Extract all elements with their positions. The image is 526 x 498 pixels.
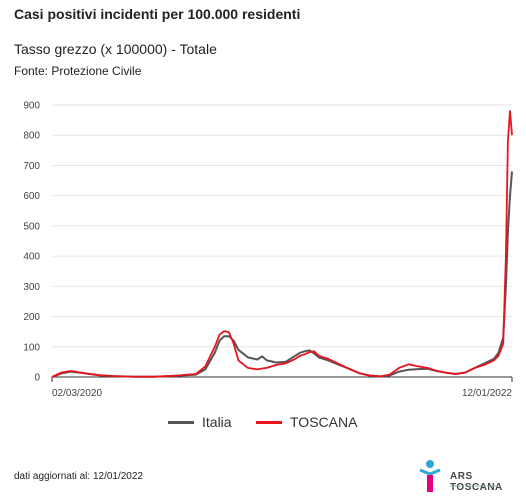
legend-item-toscana[interactable]: TOSCANA [256,414,357,430]
y-tick-label-300: 300 [23,282,40,293]
y-tick-label-200: 200 [23,312,40,323]
legend-label-toscana: TOSCANA [290,414,358,430]
series-line-italia [51,171,513,378]
y-tick-label-700: 700 [23,161,40,172]
chart-source: Fonte: Protezione Civile [14,64,142,78]
chart-subtitle: Tasso grezzo (x 100000) - Totale [14,41,217,57]
x-tick-label-0: 02/03/2020 [52,388,102,399]
legend: Italia TOSCANA [0,414,526,434]
grid [52,104,512,378]
chart-title: Casi positivi incidenti per 100.000 resi… [14,6,301,22]
series-lines [51,110,513,378]
data-updated-note: dati aggiornati al: 12/01/2022 [14,471,143,482]
legend-label-italia: Italia [202,414,232,430]
y-tick-label-800: 800 [23,131,40,142]
ars-logo-icon [419,460,441,492]
legend-swatch-toscana [256,420,282,424]
y-axis-ticks: 0 100 200 300 400 500 600 700 800 900 [23,101,40,384]
y-tick-label-600: 600 [23,191,40,202]
ars-toscana-logo: ARS TOSCANA agenzia regionale di sanità [418,458,518,494]
y-tick-label-900: 900 [23,101,40,112]
legend-swatch-italia [168,420,194,424]
logo-text: ARS TOSCANA [450,471,503,493]
y-tick-label-400: 400 [23,252,40,263]
x-tick-label-1: 12/01/2022 [462,388,512,399]
y-tick-label-500: 500 [23,221,40,232]
x-axis-ticks: 02/03/2020 12/01/2022 [51,377,513,399]
y-tick-label-100: 100 [23,342,40,353]
series-line-toscana [51,110,513,378]
y-tick-label-0: 0 [34,373,40,384]
line-chart: 0 100 200 300 400 500 600 700 800 900 02/03/2020 1… [23,101,513,399]
legend-item-italia[interactable]: Italia [168,414,232,430]
logo-subtext: agenzia regionale di sanità [450,483,498,488]
